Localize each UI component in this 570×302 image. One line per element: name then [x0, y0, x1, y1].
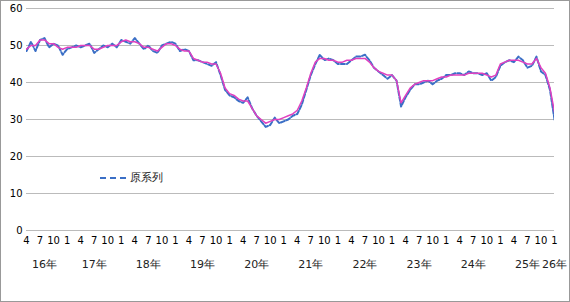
svg-text:4: 4 [132, 235, 138, 246]
svg-text:4: 4 [77, 235, 83, 246]
svg-text:10: 10 [264, 235, 277, 246]
svg-text:4: 4 [240, 235, 246, 246]
svg-text:10: 10 [318, 235, 331, 246]
svg-text:7: 7 [199, 235, 205, 246]
svg-text:0: 0 [16, 225, 22, 236]
svg-text:10: 10 [101, 235, 114, 246]
svg-text:1: 1 [226, 235, 232, 246]
svg-text:7: 7 [470, 235, 476, 246]
svg-text:4: 4 [402, 235, 408, 246]
svg-text:22年: 22年 [352, 258, 377, 271]
svg-text:4: 4 [186, 235, 192, 246]
svg-text:7: 7 [253, 235, 259, 246]
svg-text:7: 7 [37, 235, 43, 246]
svg-text:7: 7 [416, 235, 422, 246]
svg-text:10: 10 [210, 235, 223, 246]
svg-text:21年: 21年 [298, 258, 323, 271]
svg-text:23年: 23年 [407, 258, 432, 271]
svg-text:1: 1 [172, 235, 178, 246]
svg-text:4: 4 [457, 235, 463, 246]
html-text:原系列: 原系列 [130, 171, 163, 184]
svg-text:7: 7 [91, 235, 97, 246]
svg-text:7: 7 [308, 235, 314, 246]
svg-text:18年: 18年 [136, 258, 161, 271]
svg-text:20: 20 [10, 151, 23, 162]
svg-text:7: 7 [524, 235, 530, 246]
svg-text:10: 10 [480, 235, 493, 246]
svg-text:10: 10 [372, 235, 385, 246]
svg-text:1: 1 [443, 235, 449, 246]
svg-text:20年: 20年 [244, 258, 269, 271]
svg-text:26年: 26年 [542, 258, 567, 271]
svg-text:17年: 17年 [82, 258, 107, 271]
svg-text:1: 1 [389, 235, 395, 246]
svg-text:30: 30 [10, 114, 23, 125]
svg-text:25年: 25年 [515, 258, 540, 271]
svg-text:10: 10 [47, 235, 60, 246]
svg-text:40: 40 [10, 77, 23, 88]
svg-text:60: 60 [10, 3, 23, 14]
svg-text:1: 1 [281, 235, 287, 246]
svg-text:16年: 16年 [32, 258, 57, 271]
svg-text:4: 4 [511, 235, 517, 246]
svg-text:4: 4 [23, 235, 29, 246]
svg-text:1: 1 [497, 235, 503, 246]
svg-text:1: 1 [118, 235, 124, 246]
svg-text:10: 10 [10, 188, 23, 199]
svg-text:10: 10 [156, 235, 169, 246]
svg-text:10: 10 [426, 235, 439, 246]
svg-text:1: 1 [335, 235, 341, 246]
svg-text:24年: 24年 [461, 258, 486, 271]
svg-text:7: 7 [362, 235, 368, 246]
svg-text:19年: 19年 [190, 258, 215, 271]
svg-text:1: 1 [551, 235, 557, 246]
svg-text:4: 4 [348, 235, 354, 246]
svg-text:50: 50 [10, 40, 23, 51]
svg-text:7: 7 [145, 235, 151, 246]
svg-text:1: 1 [64, 235, 70, 246]
svg-text:4: 4 [294, 235, 300, 246]
svg-text:10: 10 [535, 235, 548, 246]
